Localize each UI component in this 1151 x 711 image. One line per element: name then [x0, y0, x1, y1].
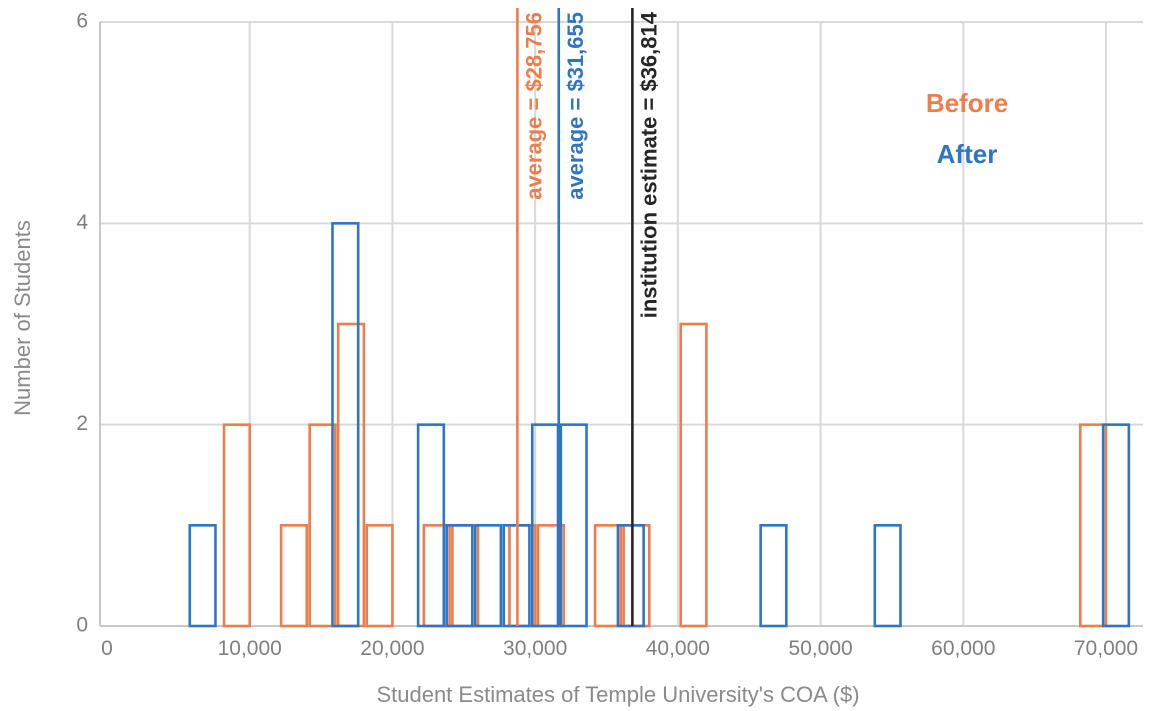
before-average-label: average = $28,756 — [521, 12, 546, 200]
after-bar — [473, 524, 503, 628]
grid-lines — [100, 21, 1143, 626]
x-tick-label: 30,000 — [503, 637, 567, 660]
legend-before: Before — [926, 88, 1008, 118]
y-tick-label: 4 — [76, 211, 88, 234]
after-bar — [1101, 423, 1131, 628]
before-bar — [1079, 423, 1108, 628]
x-tick-label: 40,000 — [646, 637, 710, 660]
after-bar — [759, 524, 788, 628]
after-bar — [873, 524, 902, 628]
before-bar — [336, 322, 366, 628]
before-bar — [679, 322, 708, 628]
legend-after: After — [937, 139, 998, 169]
x-tick-label: 0 — [101, 637, 113, 660]
before-bar — [622, 524, 651, 628]
x-axis-title: Student Estimates of Temple University's… — [376, 682, 859, 707]
after-bar — [559, 423, 588, 628]
before-bar — [365, 524, 394, 628]
y-tick-label: 6 — [76, 10, 88, 33]
after-bar — [331, 222, 360, 628]
tick-labels: 0 10,000 20,000 30,000 40,000 50,000 60,000 70,… — [76, 10, 1138, 660]
x-tick-label: 50,000 — [788, 637, 852, 660]
after-bar — [445, 524, 474, 628]
reference-lines: average = $28,756 average = $31,655 instit… — [516, 8, 661, 626]
y-tick-label: 2 — [76, 412, 88, 435]
after-average-label: average = $31,655 — [563, 12, 588, 200]
x-tick-label: 20,000 — [360, 637, 424, 660]
after-bar — [416, 423, 446, 628]
after-bar — [616, 524, 645, 628]
x-tick-label: 10,000 — [218, 637, 282, 660]
after-bar — [188, 524, 217, 628]
institution-estimate-label: institution estimate = $36,814 — [636, 11, 661, 318]
x-tick-label: 70,000 — [1074, 637, 1138, 660]
before-bar — [279, 524, 309, 628]
before-series-bars — [222, 322, 1108, 628]
y-tick-label: 0 — [76, 614, 88, 637]
y-axis-title: Number of Students — [10, 220, 35, 416]
before-bar — [593, 524, 623, 628]
x-tick-label: 60,000 — [931, 637, 995, 660]
before-bar — [222, 423, 252, 628]
before-bar — [308, 423, 337, 628]
